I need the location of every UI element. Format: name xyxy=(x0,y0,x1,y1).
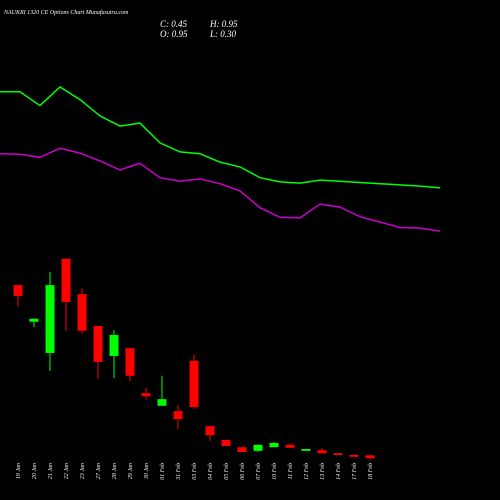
x-tick-label: 30 Jan xyxy=(144,463,150,480)
candle-body xyxy=(205,426,215,436)
candle-body xyxy=(237,447,247,452)
x-tick-label: 31 Feb xyxy=(176,463,182,481)
x-tick-label: 22 Jan xyxy=(64,463,70,479)
x-tick-label: 03 Feb xyxy=(192,463,198,480)
x-tick-label: 01 Feb xyxy=(160,463,166,480)
x-tick-label: 28 Jan xyxy=(112,463,118,479)
chart-title: NAUKRI 1320 CE Options Chart Munafasutra… xyxy=(3,9,129,16)
candle-body xyxy=(301,448,311,451)
x-tick-label: 06 Feb xyxy=(240,463,246,480)
ohlc-close: C: 0.45 xyxy=(160,19,188,29)
overlay-line xyxy=(0,147,441,232)
x-tick-label: 04 Feb xyxy=(207,463,214,480)
x-tick-label: 23 Jan xyxy=(80,463,86,479)
candle-body xyxy=(29,318,39,322)
x-tick-label: 21 Jan xyxy=(48,463,54,479)
ohlc-low: L: 0.30 xyxy=(209,29,237,39)
ohlc-high: H: 0.95 xyxy=(209,19,238,29)
candle-body xyxy=(221,439,231,446)
candle-body xyxy=(189,360,199,407)
x-tick-label: 11 Feb xyxy=(288,463,294,479)
x-tick-label: 29 Jan xyxy=(128,463,134,479)
overlay-line xyxy=(0,86,441,189)
x-tick-label: 14 Feb xyxy=(335,463,342,480)
x-tick-label: 18 Feb xyxy=(368,463,374,480)
candle-body xyxy=(365,455,375,459)
x-tick-label: 20 Jan xyxy=(32,463,38,479)
candle-body xyxy=(333,453,343,455)
candle-body xyxy=(173,411,183,419)
candle-body xyxy=(109,334,119,356)
x-tick-label: 27 Jan xyxy=(96,463,102,479)
candle-body xyxy=(141,393,151,397)
candle-body xyxy=(157,399,167,406)
candle-body xyxy=(269,442,279,448)
candle-body xyxy=(253,444,263,451)
candle-body xyxy=(13,285,23,296)
candle-body xyxy=(45,285,55,353)
candle-body xyxy=(285,444,295,448)
candle-body xyxy=(125,348,135,376)
x-tick-label: 13 Feb xyxy=(320,463,326,480)
x-tick-label: 12 Feb xyxy=(304,463,310,480)
candle-body xyxy=(349,454,359,457)
x-tick-label: 17 Feb xyxy=(352,463,358,480)
candle-body xyxy=(93,325,103,362)
candle-body xyxy=(61,258,71,302)
candle-body xyxy=(317,450,327,454)
ohlc-open: O: 0.95 xyxy=(160,29,188,39)
x-tick-label: 07 Feb xyxy=(256,463,262,480)
x-tick-label: 10 Feb xyxy=(272,463,278,480)
x-tick-label: 05 Feb xyxy=(224,463,230,480)
candle-body xyxy=(77,294,87,331)
x-tick-label: 19 Jan xyxy=(16,463,22,479)
